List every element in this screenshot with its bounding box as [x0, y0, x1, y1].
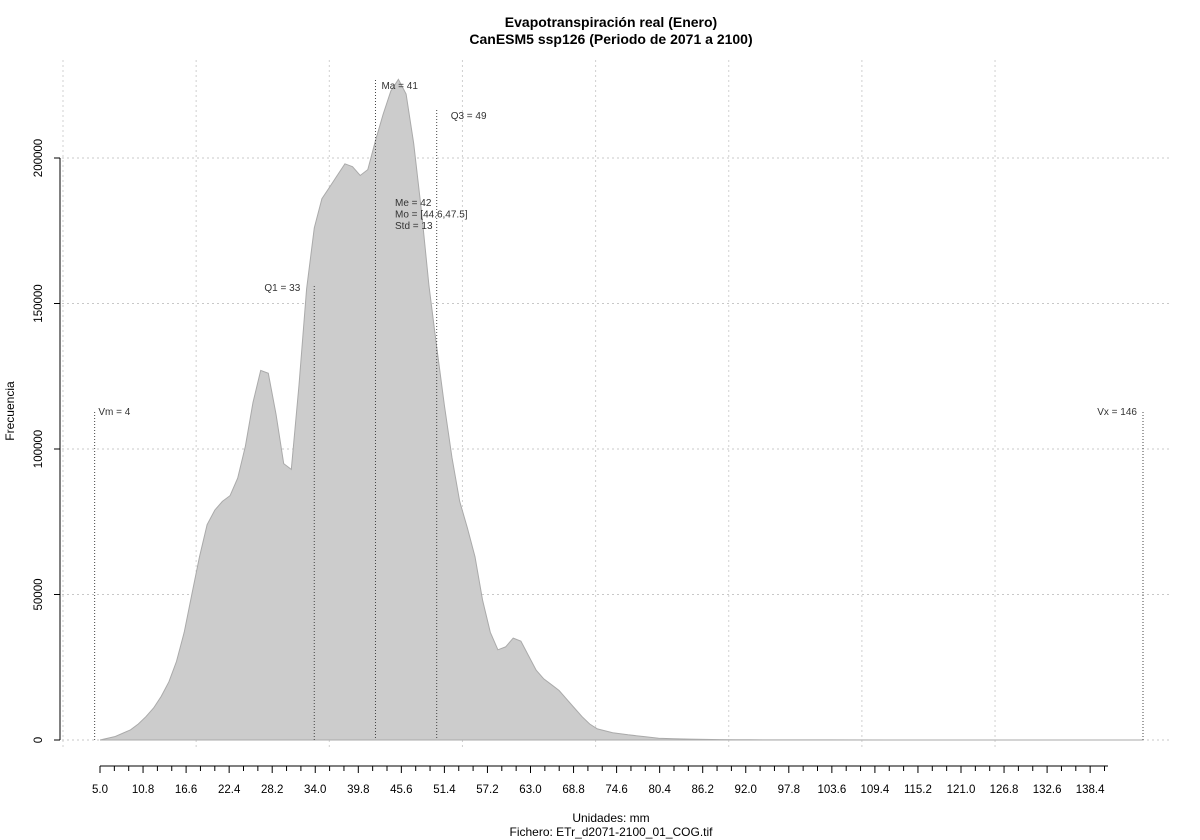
vx-label: Vx = 146	[1097, 407, 1137, 418]
annotations: Vm = 4 Vx = 146 Q1 = 33 Ma = 41 Q3 = 49 Me = …	[94, 80, 1144, 740]
x-tick-label: 138.4	[1076, 784, 1105, 796]
x-tick-label: 126.8	[990, 784, 1019, 796]
x-tick-label: 63.0	[519, 784, 541, 796]
y-tick-label: 100000	[33, 430, 45, 468]
x-tick-label: 22.4	[218, 784, 241, 796]
density-area	[99, 78, 1143, 741]
x-tick-label: 97.8	[778, 784, 800, 796]
x-tick-label: 86.2	[692, 784, 714, 796]
y-axis-label: Frecuencia	[3, 381, 17, 441]
q1-label: Q1 = 33	[264, 283, 300, 294]
chart-subtitle: CanESM5 ssp126 (Periodo de 2071 a 2100)	[469, 31, 752, 47]
q3-label: Q3 = 49	[451, 111, 487, 122]
stats-label: Mo = [44.6,47.5]	[395, 210, 468, 221]
axes: 0 50000 100000 150000 200000 5.0 10.8 16.6 22.4 2…	[33, 139, 1108, 796]
x-tick-label: 115.2	[904, 784, 932, 796]
y-tick-label: 200000	[33, 139, 45, 177]
stats-label: Me = 42	[395, 198, 432, 209]
x-tick-label: 68.8	[562, 784, 584, 796]
x-tick-label: 92.0	[735, 784, 757, 796]
x-tick-label: 57.2	[476, 784, 498, 796]
x-tick-label: 34.0	[304, 784, 326, 796]
x-tick-label: 51.4	[433, 784, 456, 796]
x-tick-label: 16.6	[175, 784, 197, 796]
y-tick-label: 150000	[33, 284, 45, 322]
y-tick-label: 50000	[33, 579, 45, 611]
x-axis-label: Unidades: mm	[572, 811, 649, 825]
x-tick-label: 103.6	[817, 784, 846, 796]
file-caption: Fichero: ETr_d2071-2100_01_COG.tif	[510, 825, 714, 839]
plot-area	[99, 78, 1143, 741]
x-tick-label: 132.6	[1033, 784, 1062, 796]
stats-label: Std = 13	[395, 221, 433, 232]
x-tick-label: 121.0	[947, 784, 976, 796]
x-tick-label: 80.4	[648, 784, 671, 796]
x-tick-label: 28.2	[261, 784, 283, 796]
x-tick-label: 10.8	[132, 784, 154, 796]
ma-label: Ma = 41	[381, 81, 418, 92]
x-tick-label: 109.4	[861, 784, 890, 796]
x-tick-label: 39.8	[347, 784, 369, 796]
x-tick-label: 45.6	[390, 784, 412, 796]
chart-title: Evapotranspiración real (Enero)	[505, 14, 717, 30]
x-tick-label: 5.0	[92, 784, 108, 796]
y-tick-label: 0	[33, 737, 45, 743]
x-tick-label: 74.6	[605, 784, 627, 796]
vm-label: Vm = 4	[98, 407, 130, 418]
